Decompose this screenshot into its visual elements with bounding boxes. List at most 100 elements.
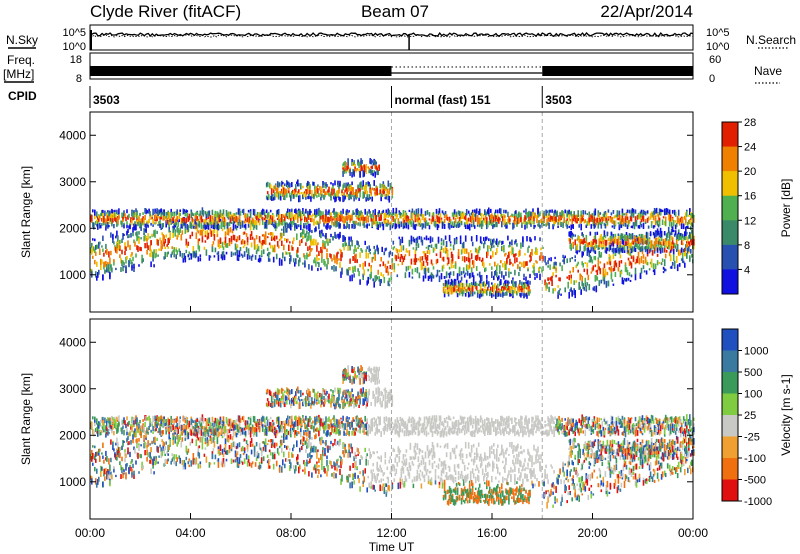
heatmap-cell (410, 240, 413, 245)
heatmap-cell (451, 254, 454, 260)
heatmap-cell (189, 460, 192, 463)
heatmap-cell (138, 231, 140, 235)
heatmap-cell (122, 424, 124, 429)
heatmap-cell (350, 185, 352, 191)
heatmap-cell (133, 446, 135, 451)
heatmap-cell (466, 287, 469, 292)
heatmap-cell (607, 216, 610, 219)
heatmap-cell (443, 276, 446, 279)
heatmap-cell (196, 431, 199, 438)
heatmap-cell (350, 195, 352, 199)
heatmap-cell (656, 253, 659, 257)
heatmap-cell (413, 210, 416, 216)
heatmap-cell (408, 271, 411, 278)
heatmap-cell (352, 210, 354, 215)
heatmap-cell (484, 268, 486, 273)
heatmap-cell (170, 219, 172, 225)
heatmap-cell (213, 222, 216, 230)
heatmap-cell (530, 214, 532, 221)
colorbar-tick-label: 8 (744, 240, 750, 252)
heatmap-cell (107, 422, 109, 428)
heatmap-cell (303, 191, 305, 198)
heatmap-cell (194, 252, 197, 259)
heatmap-cell (315, 228, 317, 232)
heatmap-cell (289, 252, 291, 257)
heatmap-cell (457, 283, 460, 288)
heatmap-cell (580, 210, 582, 217)
heatmap-cell (679, 249, 682, 255)
heatmap-cell (274, 184, 277, 191)
heatmap-cell (542, 212, 544, 219)
heatmap-cell (372, 172, 374, 177)
heatmap-cell (676, 244, 679, 251)
heatmap-cell (375, 189, 377, 196)
heatmap-cell (347, 244, 349, 251)
heatmap-cell (521, 222, 523, 228)
heatmap-cell (230, 251, 233, 257)
heatmap-cell (368, 182, 370, 187)
heatmap-cell (631, 208, 634, 214)
heatmap-cell (283, 194, 285, 198)
heatmap-cell (681, 252, 684, 259)
heatmap-cell (524, 224, 526, 230)
heatmap-cell (115, 474, 117, 478)
heatmap-cell (165, 234, 167, 238)
heatmap-cell (622, 218, 625, 225)
heatmap-cell (193, 220, 196, 227)
heatmap-cell (210, 428, 213, 435)
heatmap-cell (362, 263, 364, 269)
heatmap-cell (227, 230, 230, 236)
heatmap-cell (597, 262, 600, 270)
heatmap-cell (601, 221, 604, 224)
heatmap-cell (105, 450, 107, 457)
heatmap-cell (278, 219, 281, 226)
heatmap-cell (303, 229, 305, 235)
heatmap-cell (123, 265, 125, 268)
heatmap-cell (563, 257, 565, 265)
heatmap-cell (503, 220, 505, 226)
heatmap-cell (334, 211, 336, 219)
heatmap-cell (343, 162, 345, 165)
heatmap-cell (341, 252, 343, 258)
heatmap-cell (426, 250, 429, 254)
heatmap-cell (109, 210, 111, 214)
heatmap-cell (362, 196, 364, 199)
heatmap-cell (154, 214, 156, 222)
heatmap-cell (678, 219, 681, 226)
heatmap-cell (569, 289, 571, 292)
heatmap-cell (643, 246, 646, 250)
heatmap-cell (110, 214, 112, 218)
heatmap-cell (102, 416, 104, 420)
heatmap-cell (173, 223, 175, 230)
heatmap-cell (632, 256, 635, 262)
heatmap-cell (103, 261, 105, 267)
heatmap-cell (297, 191, 299, 195)
heatmap-cell (92, 209, 94, 213)
heatmap-cell (200, 229, 203, 236)
heatmap-cell (203, 426, 206, 432)
heatmap-cell (425, 246, 428, 249)
heatmap-cell (658, 261, 661, 265)
heatmap-cell (93, 246, 95, 251)
heatmap-cell (267, 194, 270, 199)
heatmap-cell (502, 292, 504, 298)
heatmap-cell (654, 218, 657, 225)
heatmap-cell (445, 241, 448, 248)
heatmap-cell (400, 254, 403, 258)
heatmap-cell (619, 214, 622, 219)
heatmap-cell (536, 218, 538, 224)
heatmap-cell (486, 275, 488, 279)
heatmap-cell (481, 257, 484, 262)
heatmap-cell (525, 293, 527, 297)
heatmap-cell (534, 236, 536, 241)
heatmap-cell (128, 234, 130, 238)
heatmap-cell (436, 215, 439, 222)
heatmap-cell (98, 476, 100, 482)
heatmap-cell (155, 418, 157, 422)
heatmap-cell (360, 210, 362, 216)
heatmap-cell (356, 259, 358, 263)
heatmap-cell (184, 255, 187, 263)
heatmap-cell (576, 215, 578, 222)
heatmap-cell (190, 429, 193, 436)
heatmap-cell (330, 225, 332, 228)
